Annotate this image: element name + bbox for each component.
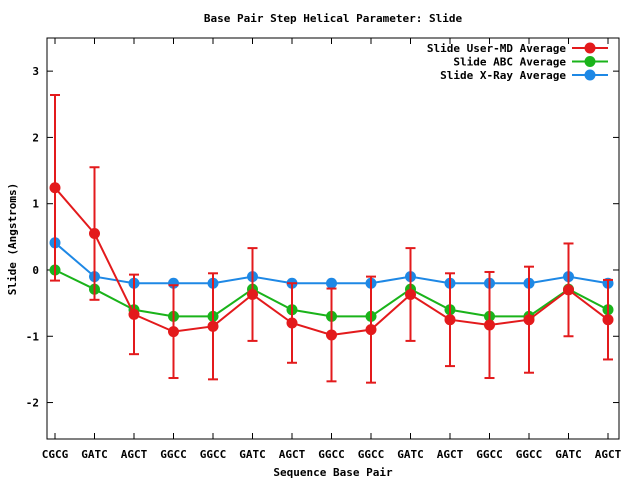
x-tick-label: CGCG [42,448,69,461]
data-point [523,314,535,326]
chart-title: Base Pair Step Helical Parameter: Slide [204,12,463,25]
legend-label: Slide User-MD Average [427,42,566,55]
data-point [484,319,495,331]
data-point [405,289,416,301]
legend-marker [584,69,596,81]
data-point [563,284,574,296]
legend-label: Slide X-Ray Average [440,69,566,82]
x-axis-ticks: CGCG GATC AGCT GGCC GGCC GATC AGCT GGCC GGCC GATC… [42,38,622,461]
x-tick-label: AGCT [279,448,306,461]
y-tick-label: 2 [32,131,39,144]
x-axis-label: Sequence Base Pair [273,466,393,479]
legend-marker [584,56,596,67]
data-point [168,326,179,338]
plot-frame [46,37,620,440]
x-tick-label: GATC [239,448,266,461]
y-tick-label: 3 [32,65,39,78]
data-point [602,314,614,326]
data-point [128,308,140,320]
data-point [365,324,377,336]
x-tick-label: AGCT [121,448,148,461]
legend-marker [584,42,596,54]
data-point [49,182,61,194]
x-tick-label: GGCC [476,448,503,461]
y-tick-label: -2 [26,397,39,410]
x-tick-label: GGCC [318,448,345,461]
y-tick-label: 0 [32,264,39,277]
legend-label: Slide ABC Average [453,56,566,69]
data-point [444,314,456,326]
y-tick-label: 1 [32,198,39,211]
x-tick-label: GATC [81,448,108,461]
x-tick-label: GGCC [200,448,227,461]
x-tick-label: GGCC [516,448,543,461]
y-axis-ticks: -2 -1 0 1 2 3 [26,65,619,410]
data-point [326,329,337,341]
y-axis-label: Slide (Angstroms) [6,183,19,296]
series-layer [49,94,614,384]
x-tick-label: GGCC [358,448,385,461]
data-point [207,320,219,332]
x-tick-label: GATC [555,448,582,461]
data-point [326,277,337,289]
data-point [247,289,258,301]
y-tick-label: -1 [26,330,40,343]
x-tick-label: AGCT [595,448,622,461]
data-point [89,228,100,240]
series-0 [49,94,614,384]
x-tick-label: GATC [397,448,424,461]
series-line [54,242,609,285]
data-point [286,317,298,329]
x-tick-label: GGCC [160,448,187,461]
x-tick-label: AGCT [437,448,464,461]
